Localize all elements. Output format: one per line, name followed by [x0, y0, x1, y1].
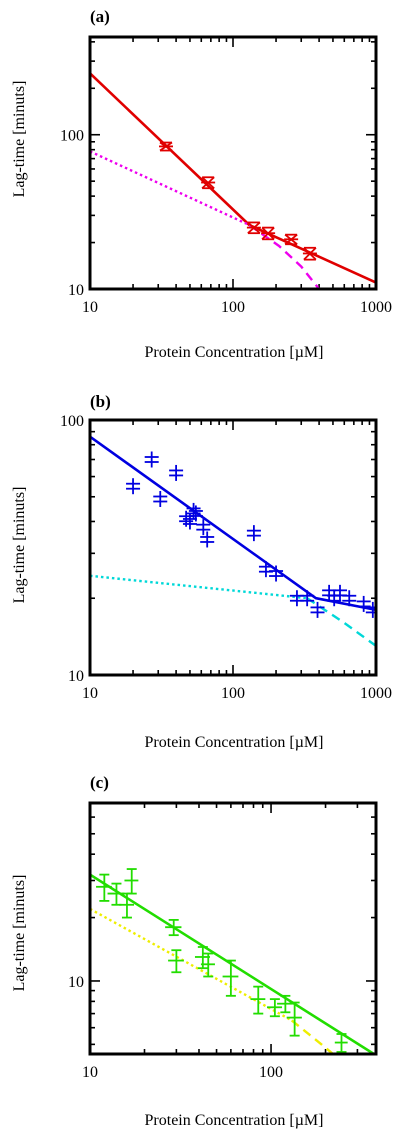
data-point: [188, 505, 203, 522]
panel-label: (a): [90, 7, 110, 26]
fit-line-dotted: [90, 907, 293, 1022]
data-point: [126, 478, 141, 495]
data-point: [246, 525, 261, 542]
data-point: [332, 584, 347, 601]
point-diagonal: [201, 176, 215, 189]
data-point: [258, 561, 273, 578]
data-point: [277, 994, 293, 1014]
panel-c: (c) Lag-time [minuts] Protein Concentrat…: [11, 773, 378, 1129]
x-axis-label: Protein Concentration [µM]: [145, 1112, 324, 1129]
panel-b: (b) Lag-time [minuts] Protein Concentrat…: [11, 392, 392, 751]
data-layer: [90, 72, 376, 289]
fit-line-dashed: [248, 224, 321, 289]
data-point: [196, 519, 211, 536]
y-tick-label: 100: [60, 128, 84, 145]
data-point: [222, 959, 239, 997]
data-point: [284, 233, 299, 246]
data-point: [119, 892, 134, 919]
data-point: [246, 221, 261, 235]
ticks: [89, 802, 376, 1054]
data-point: [200, 531, 215, 548]
data-point: [124, 868, 139, 895]
fit-line-dotted: [90, 150, 250, 227]
plot-frame: [88, 418, 378, 677]
plot-area: 10 100 10: [68, 801, 378, 1081]
data-point: [169, 464, 184, 481]
point-diagonal: [261, 226, 275, 240]
plot-frame: [88, 801, 378, 1056]
data-point: [289, 590, 304, 607]
data-point: [200, 952, 215, 978]
y-tick-label: 10: [68, 282, 84, 299]
data-point: [201, 176, 216, 190]
y-axis-label: Lag-time [minuts]: [11, 875, 28, 992]
panel-a: (a) Lag-time [minuts] Protein Concentrat…: [11, 7, 392, 361]
x-tick-label: 1000: [360, 299, 392, 316]
ticks: [89, 419, 377, 676]
plot-area: 10 100 1000 10 100: [60, 413, 392, 702]
x-tick-label: 1000: [360, 685, 392, 702]
data-point: [153, 491, 168, 507]
fit-line-solid: [90, 435, 376, 612]
data-point: [300, 590, 315, 607]
y-axis-label: Lag-time [minuts]: [11, 81, 28, 198]
data-point: [286, 1001, 302, 1037]
point-diagonal: [284, 233, 298, 245]
data-point: [334, 1033, 348, 1053]
fit-line-dashed: [290, 1019, 334, 1054]
data-point: [165, 918, 182, 937]
panel-label: (c): [90, 773, 109, 792]
data-point: [302, 246, 317, 261]
x-axis-label: Protein Concentration [µM]: [145, 344, 324, 361]
point-diagonal: [247, 221, 261, 234]
fit-line-solid: [90, 873, 375, 1054]
data-point: [168, 949, 184, 974]
fit-line-solid: [90, 72, 376, 284]
y-tick-label: 10: [68, 668, 84, 685]
point-diagonal: [303, 247, 317, 261]
panel-label: (b): [90, 392, 111, 411]
point-diagonal: [159, 141, 173, 152]
data-point: [267, 998, 283, 1018]
plot-frame: [88, 35, 378, 291]
data-layer: [90, 868, 375, 1054]
data-point: [342, 590, 357, 607]
x-tick-label: 100: [221, 299, 245, 316]
data-layer: [90, 435, 376, 647]
data-point: [356, 595, 371, 612]
plot-area: 10 100 1000 10 100: [60, 35, 392, 316]
data-point: [144, 451, 159, 468]
y-tick-label: 10: [68, 974, 84, 991]
data-point: [250, 985, 266, 1015]
data-point: [372, 606, 376, 614]
x-tick-label: 100: [259, 1064, 283, 1081]
data-point: [365, 601, 376, 618]
y-tick-label: 100: [60, 413, 84, 430]
x-tick-label: 100: [221, 685, 245, 702]
data-point: [96, 873, 112, 902]
y-axis-label: Lag-time [minuts]: [11, 487, 28, 604]
data-point: [310, 601, 325, 618]
x-tick-label: 10: [82, 1064, 98, 1081]
x-axis-label: Protein Concentration [µM]: [145, 734, 324, 751]
x-tick-label: 10: [82, 685, 98, 702]
ticks: [89, 37, 377, 290]
data-point: [159, 141, 174, 152]
data-point: [269, 565, 284, 582]
x-tick-label: 10: [82, 299, 98, 316]
fit-line-dotted: [90, 574, 308, 600]
data-point: [261, 226, 276, 241]
